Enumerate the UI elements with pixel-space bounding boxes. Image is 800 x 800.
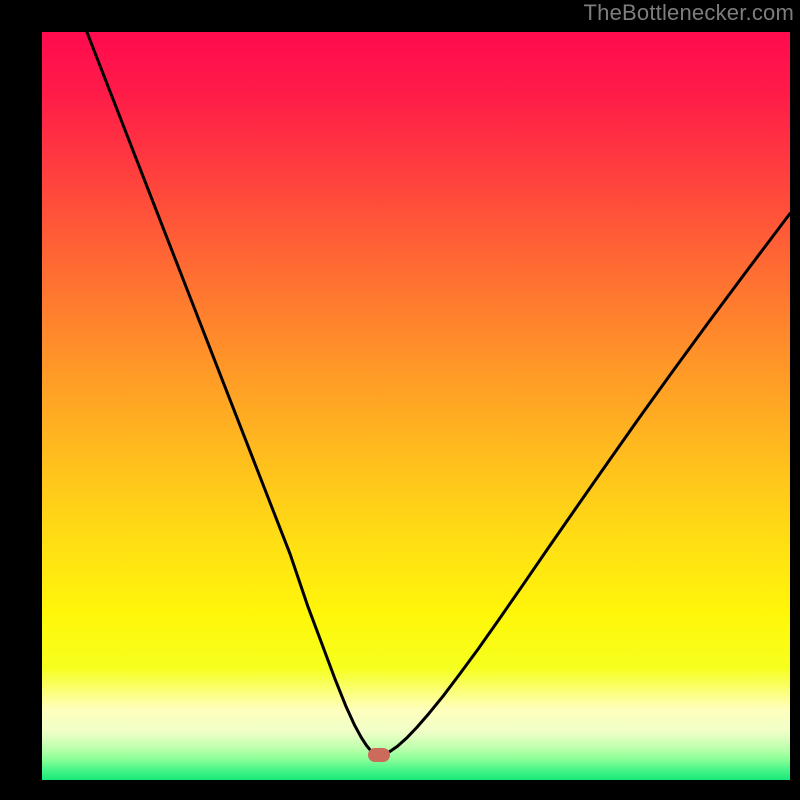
plot-area — [42, 32, 790, 758]
v-curve — [42, 32, 790, 758]
minimum-marker — [368, 748, 390, 762]
watermark-text: TheBottlenecker.com — [584, 0, 794, 26]
chart-frame: TheBottlenecker.com — [0, 0, 800, 800]
